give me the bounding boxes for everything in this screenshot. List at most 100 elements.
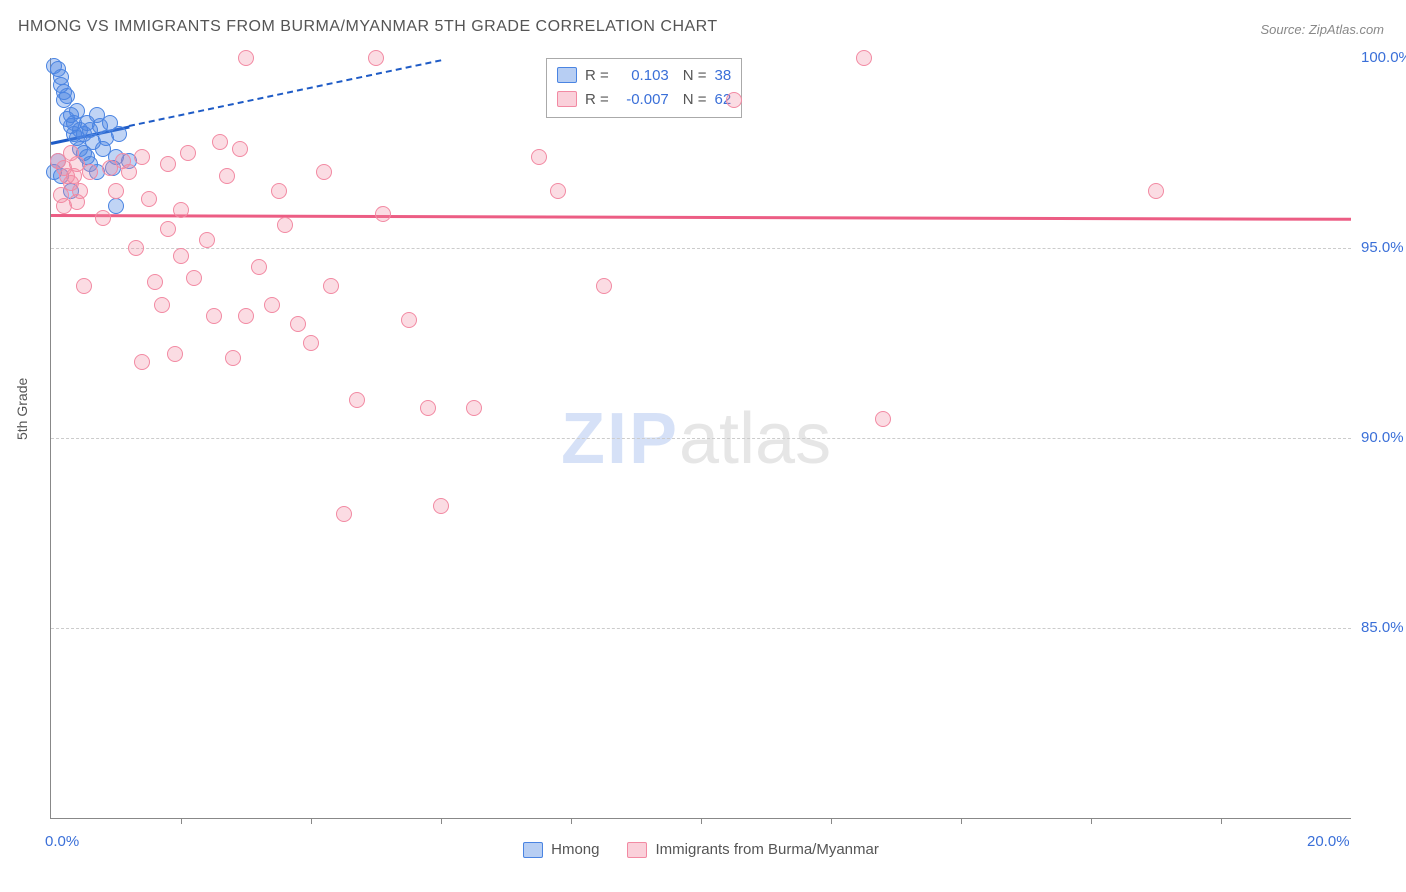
x-tick [831,818,832,824]
point-burma [180,145,196,161]
point-burma [225,350,241,366]
x-tick-label: 0.0% [45,833,79,850]
point-burma [1148,183,1164,199]
point-burma [199,232,215,248]
source-label: Source: ZipAtlas.com [1260,22,1384,37]
point-burma [401,312,417,328]
point-burma [856,50,872,66]
point-burma [375,206,391,222]
r-value: 0.103 [617,67,669,84]
point-burma [134,354,150,370]
point-burma [238,308,254,324]
watermark-atlas: atlas [679,399,831,479]
y-tick-label: 100.0% [1361,49,1406,66]
point-burma [160,156,176,172]
x-tick [441,818,442,824]
point-burma [95,210,111,226]
point-burma [875,411,891,427]
point-burma [173,248,189,264]
point-burma [147,274,163,290]
point-burma [349,392,365,408]
plot-area: R = 0.103 N = 38 R = -0.007 N = 62 Hmong… [50,58,1351,819]
watermark: ZIPatlas [561,398,831,480]
watermark-zip: ZIP [561,399,679,479]
point-burma [290,316,306,332]
point-burma [466,400,482,416]
trendline-hmong-dashed [129,60,441,128]
point-burma [115,153,131,169]
point-burma [238,50,254,66]
point-burma [108,183,124,199]
point-burma [316,164,332,180]
point-burma [336,506,352,522]
x-tick-label: 20.0% [1307,833,1350,850]
point-burma [271,183,287,199]
trendline-burma [51,214,1351,220]
legend-item-hmong: Hmong [523,841,599,858]
point-burma [550,183,566,199]
legend-row-burma: R = -0.007 N = 62 [557,87,731,111]
point-burma [212,134,228,150]
point-burma [251,259,267,275]
n-value: 38 [715,67,732,84]
x-tick [1221,818,1222,824]
point-burma [63,145,79,161]
x-tick [701,818,702,824]
swatch-pink-icon [557,91,577,107]
legend-item-burma: Immigrants from Burma/Myanmar [627,841,878,858]
point-burma [134,149,150,165]
x-tick [571,818,572,824]
point-burma [726,92,742,108]
y-tick-label: 85.0% [1361,619,1404,636]
point-burma [596,278,612,294]
point-burma [76,278,92,294]
point-burma [141,191,157,207]
y-tick-label: 95.0% [1361,239,1404,256]
gridline [51,438,1351,439]
point-burma [323,278,339,294]
legend-label: Hmong [551,841,599,858]
gridline [51,248,1351,249]
point-burma [160,221,176,237]
point-burma [433,498,449,514]
legend-label: Immigrants from Burma/Myanmar [655,841,878,858]
point-burma [206,308,222,324]
x-tick [1091,818,1092,824]
swatch-blue-icon [557,67,577,83]
r-label: R = [585,67,609,84]
point-burma [303,335,319,351]
point-burma [69,194,85,210]
point-burma [82,164,98,180]
point-burma [531,149,547,165]
r-label: R = [585,91,609,108]
point-burma [128,240,144,256]
point-burma [264,297,280,313]
point-burma [167,346,183,362]
x-tick [311,818,312,824]
point-hmong [111,126,127,142]
legend-row-hmong: R = 0.103 N = 38 [557,63,731,87]
point-burma [420,400,436,416]
point-burma [368,50,384,66]
point-burma [232,141,248,157]
point-burma [173,202,189,218]
n-label: N = [683,91,707,108]
point-hmong [59,88,75,104]
swatch-blue-icon [523,842,543,858]
swatch-pink-icon [627,842,647,858]
x-tick [961,818,962,824]
n-label: N = [683,67,707,84]
point-hmong [108,198,124,214]
y-axis-label: 5th Grade [14,378,30,440]
r-value: -0.007 [617,91,669,108]
point-burma [219,168,235,184]
point-burma [277,217,293,233]
y-tick-label: 90.0% [1361,429,1404,446]
point-burma [154,297,170,313]
x-tick [181,818,182,824]
chart-title: HMONG VS IMMIGRANTS FROM BURMA/MYANMAR 5… [18,18,718,36]
gridline [51,628,1351,629]
series-legend: Hmong Immigrants from Burma/Myanmar [51,841,1351,858]
point-burma [186,270,202,286]
correlation-legend: R = 0.103 N = 38 R = -0.007 N = 62 [546,58,742,118]
